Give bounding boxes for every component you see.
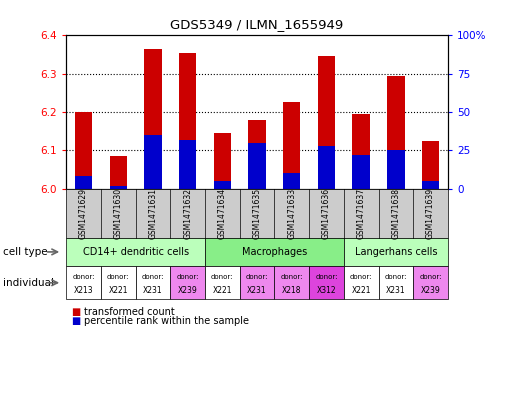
Bar — [318, 57, 335, 189]
Text: GSM1471633: GSM1471633 — [287, 187, 296, 239]
Text: donor:: donor: — [72, 274, 95, 280]
Text: GSM1471629: GSM1471629 — [79, 188, 88, 239]
Text: percentile rank within the sample: percentile rank within the sample — [84, 316, 249, 326]
Text: X213: X213 — [74, 286, 93, 295]
Text: ■: ■ — [71, 307, 80, 317]
Text: X231: X231 — [247, 286, 267, 295]
Text: donor:: donor: — [419, 274, 442, 280]
Text: donor:: donor: — [107, 274, 129, 280]
Text: GSM1471638: GSM1471638 — [391, 188, 401, 239]
Bar — [283, 173, 300, 189]
Bar — [248, 143, 266, 189]
Text: donor:: donor: — [246, 274, 268, 280]
Text: X239: X239 — [178, 286, 197, 295]
Bar — [109, 185, 127, 189]
Text: individual: individual — [3, 278, 53, 288]
Bar — [387, 75, 405, 189]
Text: donor:: donor: — [350, 274, 373, 280]
Bar — [318, 146, 335, 189]
Text: donor:: donor: — [280, 274, 303, 280]
Text: cell type: cell type — [3, 247, 47, 257]
Bar — [248, 120, 266, 189]
Text: CD14+ dendritic cells: CD14+ dendritic cells — [82, 247, 189, 257]
Text: GSM1471639: GSM1471639 — [426, 187, 435, 239]
Bar — [283, 103, 300, 189]
Text: GSM1471630: GSM1471630 — [114, 187, 123, 239]
Text: Macrophages: Macrophages — [242, 247, 307, 257]
Bar — [75, 112, 92, 189]
Title: GDS5349 / ILMN_1655949: GDS5349 / ILMN_1655949 — [171, 18, 344, 31]
Bar — [144, 135, 161, 189]
Text: X231: X231 — [386, 286, 406, 295]
Text: X221: X221 — [351, 286, 371, 295]
Bar — [387, 151, 405, 189]
Text: GSM1471635: GSM1471635 — [252, 187, 262, 239]
Text: X221: X221 — [213, 286, 232, 295]
Text: GSM1471637: GSM1471637 — [357, 187, 365, 239]
Text: Langerhans cells: Langerhans cells — [355, 247, 437, 257]
Text: X218: X218 — [282, 286, 301, 295]
Text: donor:: donor: — [177, 274, 199, 280]
Bar — [179, 140, 196, 189]
Bar — [214, 181, 231, 189]
Text: ■: ■ — [71, 316, 80, 326]
Bar — [179, 53, 196, 189]
Bar — [75, 176, 92, 189]
Text: X312: X312 — [317, 286, 336, 295]
Bar — [109, 156, 127, 189]
Text: X221: X221 — [108, 286, 128, 295]
Text: X231: X231 — [143, 286, 163, 295]
Text: donor:: donor: — [211, 274, 234, 280]
Text: X239: X239 — [421, 286, 440, 295]
Bar — [352, 155, 370, 189]
Text: GSM1471631: GSM1471631 — [149, 188, 157, 239]
Text: donor:: donor: — [142, 274, 164, 280]
Text: donor:: donor: — [385, 274, 407, 280]
Text: GSM1471634: GSM1471634 — [218, 187, 227, 239]
Bar — [214, 133, 231, 189]
Text: donor:: donor: — [315, 274, 337, 280]
Text: transformed count: transformed count — [84, 307, 175, 317]
Text: GSM1471632: GSM1471632 — [183, 188, 192, 239]
Bar — [422, 181, 439, 189]
Bar — [352, 114, 370, 189]
Text: GSM1471636: GSM1471636 — [322, 187, 331, 239]
Bar — [144, 49, 161, 189]
Bar — [422, 141, 439, 189]
